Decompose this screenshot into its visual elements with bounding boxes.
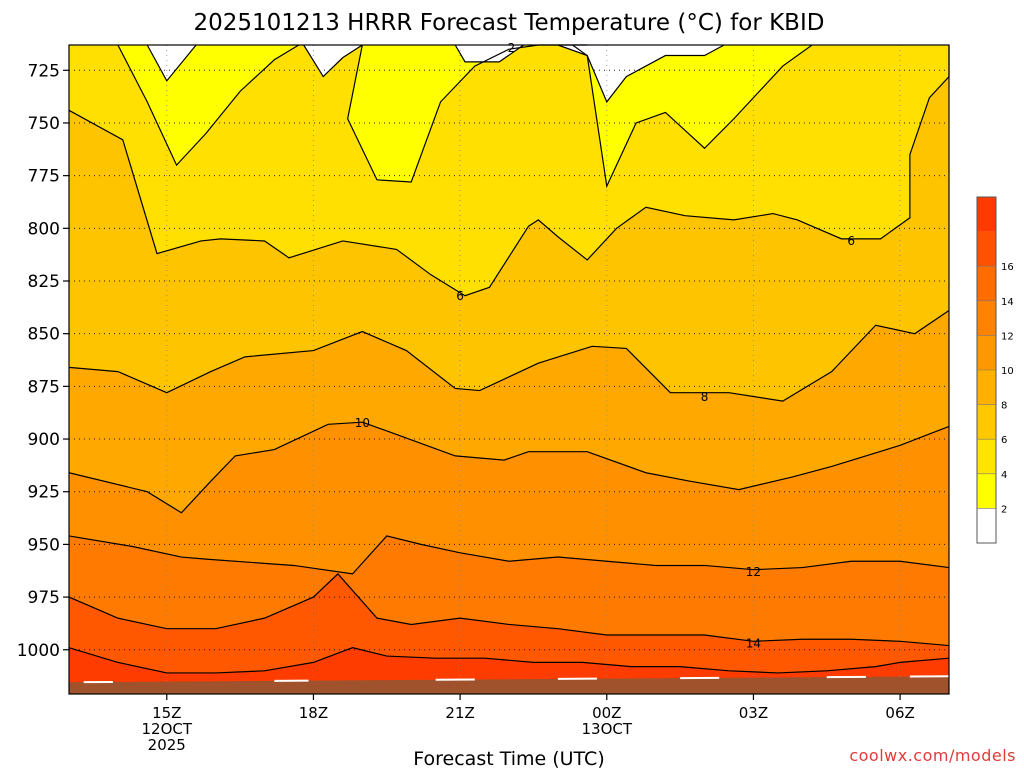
band-2-top-1: [455, 45, 524, 62]
contour-4-7: [572, 44, 813, 189]
y-tick-label-1000: 1000: [17, 641, 60, 661]
x-tick-label-03Z-0: 03Z: [739, 704, 768, 722]
y-tick-label-925: 925: [28, 483, 60, 503]
y-tick-label-725: 725: [28, 61, 60, 81]
colorbar-label-4: 4: [1001, 470, 1007, 481]
band-2-top-4: [557, 45, 725, 102]
temperature-fill: [69, 45, 949, 694]
y-tick-label-775: 775: [28, 167, 60, 187]
colorbar-swatch-6: [977, 300, 996, 336]
x-tick-label-15Z-0: 15Z: [152, 704, 181, 722]
contour-4-6: [347, 44, 539, 183]
colorbar-label-10: 10: [1001, 366, 1014, 377]
contour-lines: 2 6 6 8 10 12 14: [68, 41, 950, 674]
y-axis: 725 750 775 800 825 850 875 900 925 950 975 1000: [17, 61, 69, 661]
x-tick-label-15Z-1: 12OCT: [142, 720, 193, 738]
colorbar-swatch-2: [977, 439, 996, 474]
contour-label-8: 8: [701, 390, 709, 404]
x-tick-label-21Z-0: 21Z: [445, 704, 474, 722]
contour-12-11: [68, 535, 950, 575]
contour-2-0: [303, 44, 363, 78]
contour-label-2: 2: [508, 41, 516, 55]
contour-label-12: 12: [746, 565, 761, 579]
contour-label-6: 6: [847, 234, 855, 248]
colorbar-swatch-1: [977, 473, 996, 509]
band-4-top-2: [572, 45, 813, 187]
y-tick-label-825: 825: [28, 272, 60, 292]
y-tick-label-800: 800: [28, 219, 60, 239]
contour-label-14: 14: [746, 636, 761, 650]
y-tick-label-850: 850: [28, 325, 60, 345]
colorbar-swatch-4: [977, 370, 996, 405]
chart-title: 2025101213 HRRR Forecast Temperature (°C…: [194, 10, 825, 36]
x-tick-label-18Z-0: 18Z: [299, 704, 328, 722]
y-tick-label-875: 875: [28, 377, 60, 397]
colorbar-label-8: 8: [1001, 401, 1007, 412]
grid-lines: [69, 45, 949, 694]
band-2-top-0: [303, 45, 363, 77]
contour-2-2: [146, 44, 197, 82]
contour-10-10: [68, 421, 950, 514]
x-tick-label-00Z-1: 13OCT: [582, 720, 633, 738]
ground-fill: [69, 676, 949, 694]
plot-frame: [68, 44, 950, 695]
colorbar-label-16: 16: [1001, 262, 1014, 273]
colorbar-swatch-9: [977, 197, 996, 232]
band-14b: [69, 573, 949, 694]
x-tick-label-06Z-0: 06Z: [885, 704, 914, 722]
band-4-top-1: [347, 45, 539, 182]
colorbar-swatch-8: [977, 231, 996, 267]
contour-4-5: [117, 44, 300, 167]
y-tick-label-900: 900: [28, 430, 60, 450]
y-tick-label-750: 750: [28, 114, 60, 134]
x-tick-label-00Z-0: 00Z: [592, 704, 621, 722]
contour-8-9: [68, 310, 950, 402]
colorbar-swatch-0: [977, 508, 996, 543]
colorbar: 2 4 6 8 10 12 14 16: [976, 196, 1014, 544]
colorbar-label-14: 14: [1001, 297, 1014, 308]
band-2-top-2: [147, 45, 197, 81]
ground-layer: [69, 675, 950, 694]
contour-6-8: [68, 45, 950, 297]
x-axis-label: Forecast Time (UTC): [413, 748, 604, 768]
x-tick-label-15Z-2: 2025: [148, 736, 186, 754]
contour-label-6: 6: [456, 289, 464, 303]
credit-link[interactable]: coolwx.com/models: [849, 746, 1016, 765]
colorbar-swatch-7: [977, 266, 996, 301]
colorbar-label-12: 12: [1001, 331, 1014, 342]
colorbar-swatch-3: [977, 404, 996, 440]
colorbar-label-6: 6: [1001, 435, 1007, 446]
colorbar-label-2: 2: [1001, 504, 1007, 515]
colorbar-swatch-5: [977, 335, 996, 370]
y-tick-label-950: 950: [28, 535, 60, 555]
y-tick-label-975: 975: [28, 588, 60, 608]
contour-14-12: [68, 573, 950, 647]
contour-16-13: [68, 647, 950, 674]
contour-label-10: 10: [355, 416, 370, 430]
